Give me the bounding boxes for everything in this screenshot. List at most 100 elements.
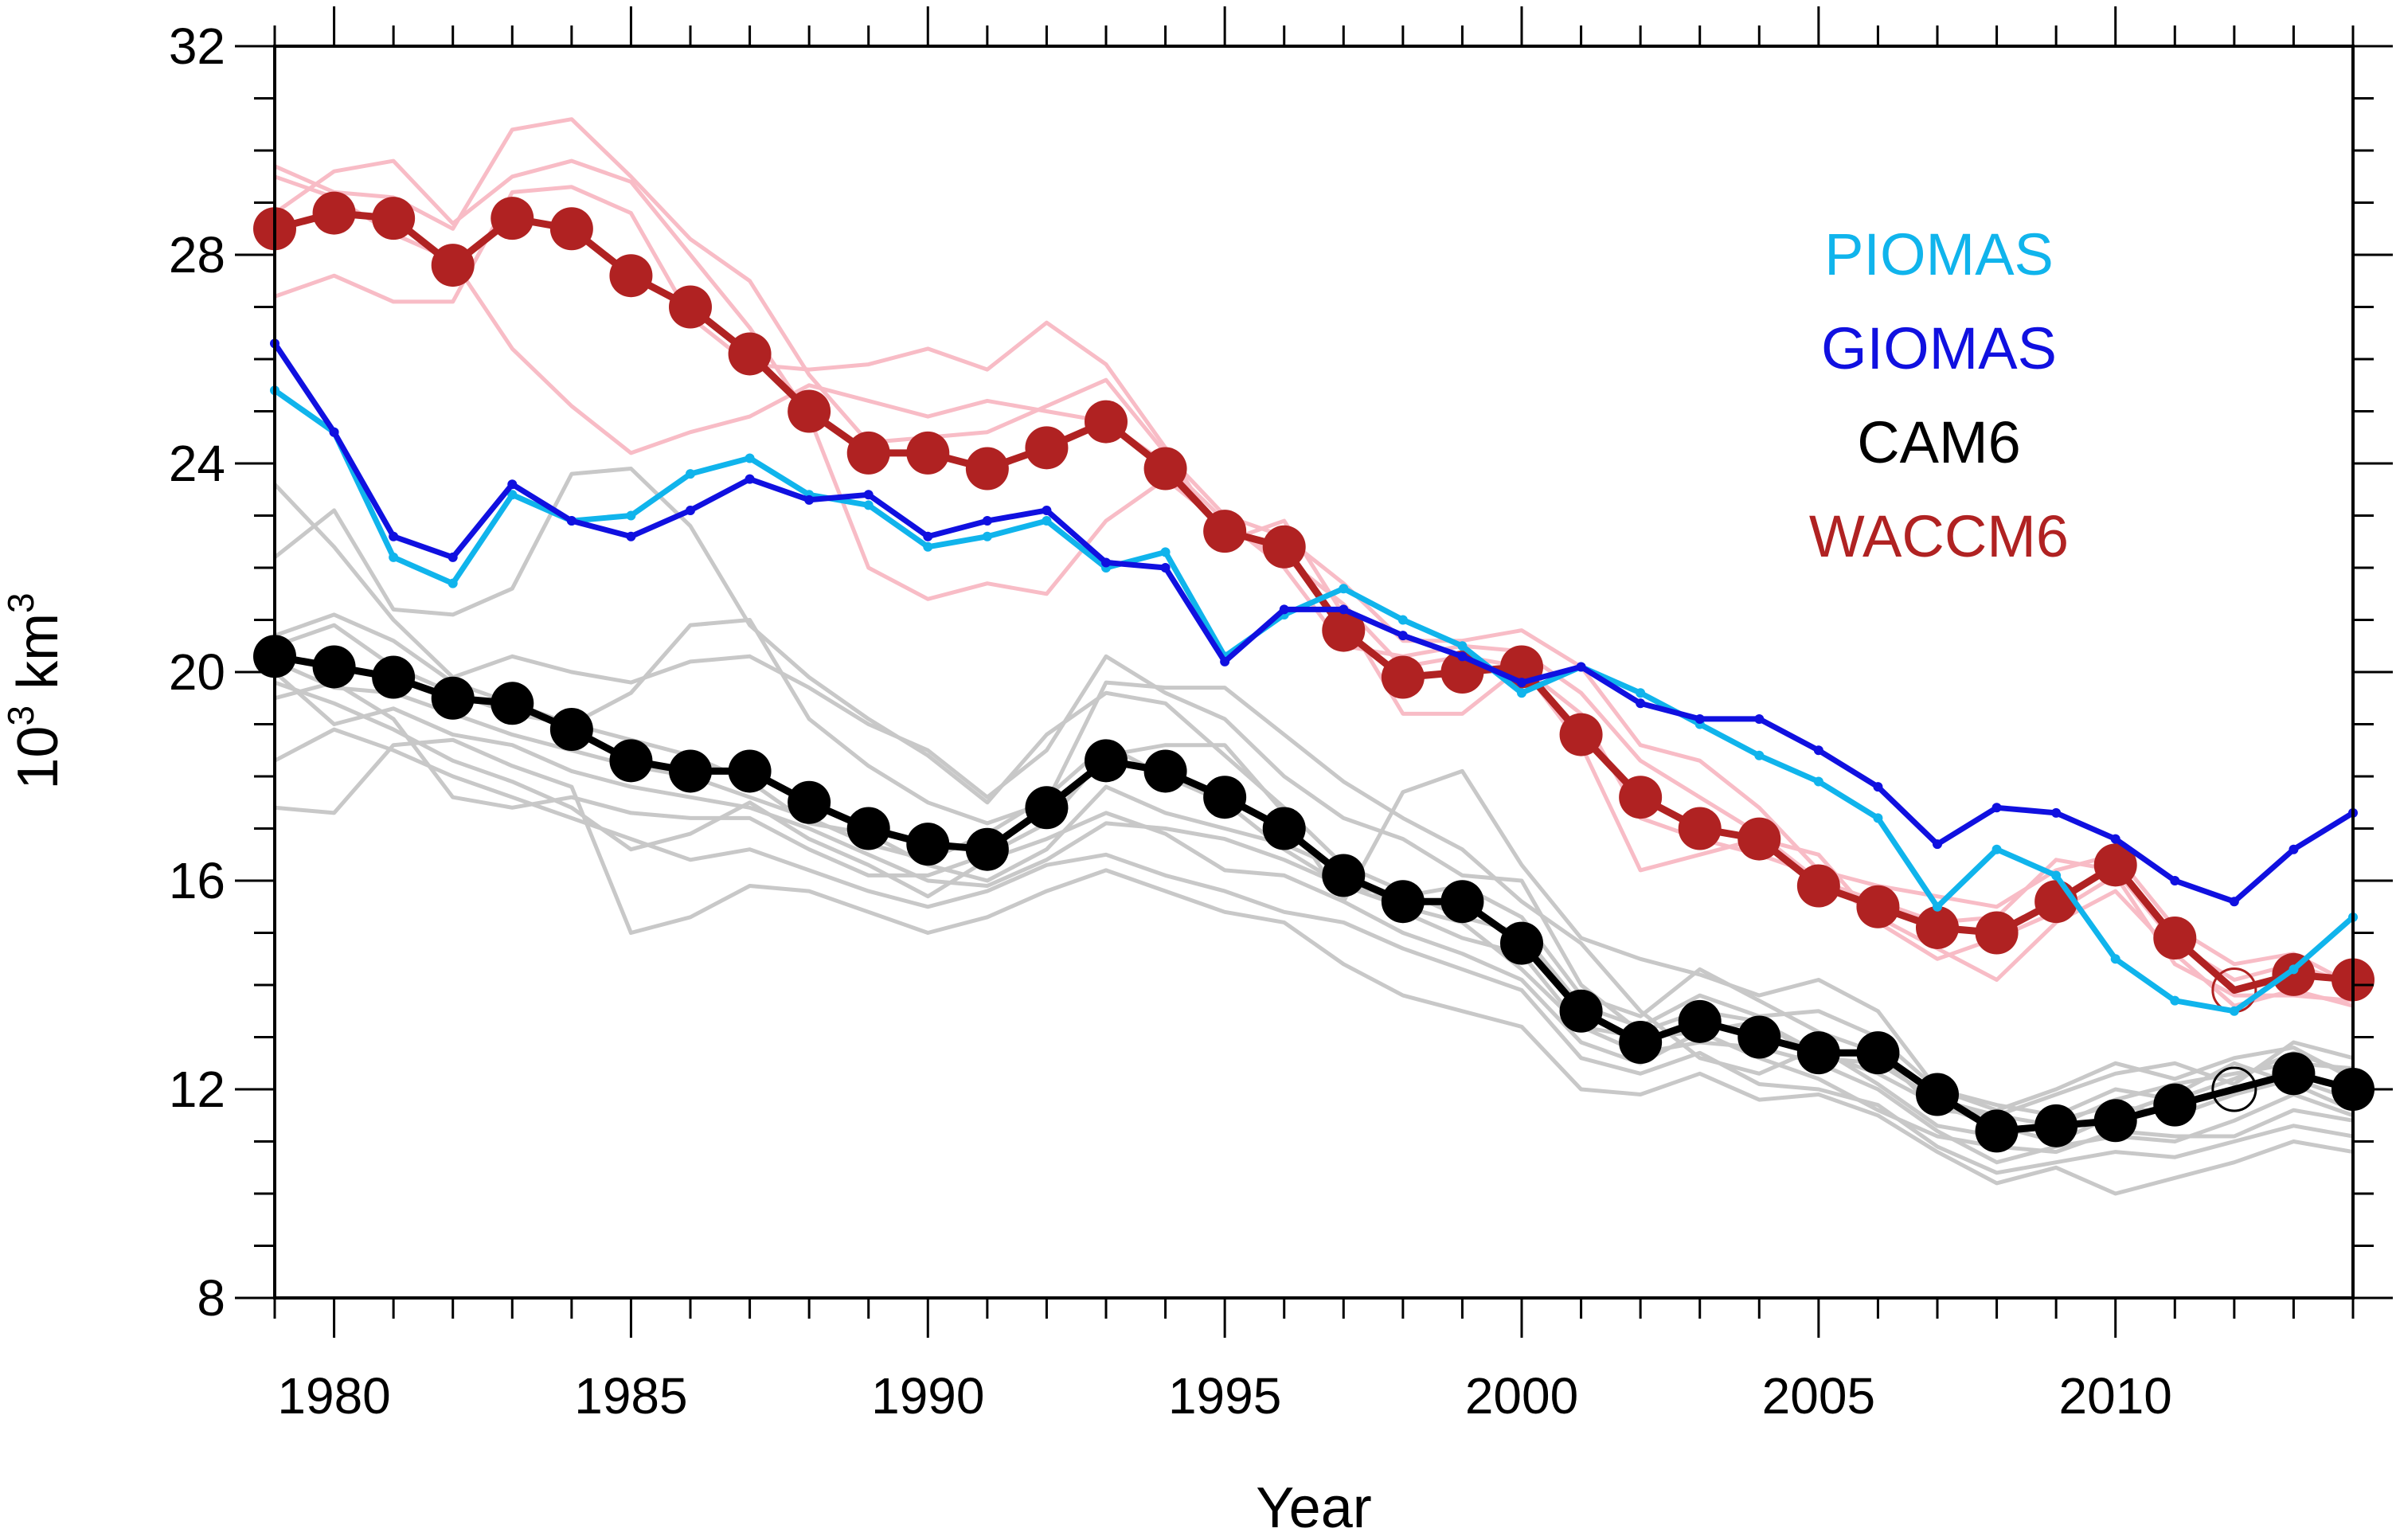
giomas-point-1986 — [686, 505, 695, 515]
cam6-member-line-6 — [273, 727, 2354, 1175]
cam6-point-1981 — [372, 655, 416, 699]
waccm6-point-2009 — [2034, 880, 2078, 924]
waccm6-point-1992 — [1025, 426, 1069, 470]
x-tick-label-1990: 1990 — [871, 1367, 984, 1425]
waccm6-point-2002 — [1619, 776, 1663, 819]
piomas-series — [270, 385, 2358, 1016]
y-axis-title: 103 km3 — [0, 592, 70, 789]
y-tick-label-16: 16 — [169, 852, 225, 909]
piomas-point-1999 — [1457, 641, 1468, 651]
cam6-point-1980 — [312, 645, 356, 689]
giomas-point-1981 — [389, 531, 399, 541]
giomas-point-2010 — [2110, 834, 2120, 844]
cam6-point-2008 — [1975, 1109, 2019, 1153]
piomas-point-2010 — [2110, 954, 2120, 964]
giomas-point-1991 — [982, 516, 992, 526]
cam6-point-1986 — [669, 749, 712, 793]
waccm6-point-1996 — [1262, 525, 1306, 569]
piomas-point-2009 — [2051, 870, 2062, 881]
x-axis-title: Year — [1256, 1476, 1371, 1540]
waccm6-point-2008 — [1975, 911, 2019, 955]
cam6-point-1989 — [846, 807, 890, 850]
giomas-point-2012 — [2229, 897, 2239, 907]
piomas-point-2006 — [1873, 813, 1883, 823]
giomas-point-2003 — [1694, 713, 1705, 724]
piomas-point-2004 — [1754, 750, 1765, 760]
piomas-point-2011 — [2170, 995, 2180, 1006]
y-axis-title-sup1: 3 — [0, 706, 41, 726]
giomas-point-1993 — [1101, 557, 1111, 568]
x-tick-label-1995: 1995 — [1168, 1367, 1281, 1425]
legend-entry-cam6: CAM6 — [1857, 409, 2021, 475]
waccm6-series — [253, 191, 2375, 1014]
waccm6-point-1980 — [312, 191, 356, 235]
giomas-point-2002 — [1636, 698, 1646, 709]
cam6-member-line-4 — [273, 670, 2354, 1165]
y-tick-label-24: 24 — [169, 435, 225, 492]
waccm6-point-2013 — [2272, 952, 2316, 996]
cam6-point-1995 — [1203, 776, 1247, 819]
waccm6-point-2010 — [2093, 843, 2137, 887]
piomas-point-1997 — [1339, 584, 1349, 594]
waccm6-point-1998 — [1381, 655, 1425, 699]
cam6-point-1991 — [965, 827, 1009, 871]
waccm6-point-1990 — [906, 431, 950, 475]
x-tick-label-1985: 1985 — [574, 1367, 687, 1425]
giomas-point-1996 — [1279, 604, 1289, 615]
x-tick-label-1980: 1980 — [277, 1367, 390, 1425]
giomas-point-2008 — [1991, 803, 2002, 813]
giomas-series — [270, 338, 2358, 907]
piomas-point-1983 — [507, 490, 518, 500]
cam6-point-1997 — [1322, 854, 1366, 897]
cam6-point-1996 — [1262, 807, 1306, 850]
x-tick-label-2010: 2010 — [2059, 1367, 2172, 1425]
piomas-line — [272, 388, 2355, 1014]
waccm6-point-1993 — [1085, 400, 1128, 444]
giomas-point-1995 — [1220, 656, 1230, 666]
waccm6-point-1997 — [1322, 608, 1366, 652]
giomas-point-1980 — [329, 427, 339, 437]
svg-text:103 km3: 103 km3 — [0, 592, 70, 789]
giomas-point-1999 — [1457, 651, 1468, 662]
cam6-point-1999 — [1440, 880, 1484, 924]
giomas-point-1990 — [923, 531, 933, 541]
piomas-point-2012 — [2229, 1006, 2239, 1016]
piomas-point-1990 — [923, 541, 933, 552]
waccm6-point-1988 — [788, 389, 831, 433]
cam6-point-1984 — [549, 708, 593, 752]
cam6-point-1985 — [609, 739, 653, 783]
waccm6-point-2003 — [1678, 807, 1722, 850]
giomas-point-1983 — [507, 479, 518, 490]
waccm6-point-2005 — [1796, 864, 1840, 908]
cam6-point-2001 — [1559, 989, 1603, 1033]
cam6-point-2002 — [1619, 1021, 1663, 1065]
legend-entry-waccm6: WACCM6 — [1809, 503, 2069, 569]
cam6-point-2003 — [1678, 999, 1722, 1043]
piomas-point-1994 — [1160, 547, 1171, 557]
piomas-point-1982 — [448, 578, 458, 588]
giomas-point-1985 — [626, 531, 636, 541]
y-tick-label-32: 32 — [169, 18, 225, 75]
piomas-point-2007 — [1933, 901, 1942, 912]
piomas-point-1992 — [1042, 516, 1052, 526]
giomas-point-2009 — [2051, 807, 2062, 818]
cam6-point-1983 — [491, 682, 534, 725]
waccm6-point-1986 — [669, 285, 712, 329]
cam6-point-1998 — [1381, 880, 1425, 924]
piomas-point-1991 — [982, 531, 992, 541]
cam6-point-2006 — [1856, 1031, 1900, 1075]
giomas-point-2013 — [2289, 844, 2299, 854]
cam6-point-1982 — [431, 676, 475, 720]
giomas-point-1997 — [1339, 604, 1349, 615]
giomas-point-2006 — [1873, 782, 1883, 792]
waccm6-point-1981 — [372, 197, 416, 240]
giomas-point-2000 — [1517, 678, 1526, 688]
giomas-point-1989 — [863, 490, 874, 500]
piomas-point-2008 — [1991, 844, 2002, 854]
cam6-point-2009 — [2034, 1104, 2078, 1147]
cam6-point-1992 — [1025, 786, 1069, 830]
giomas-point-2001 — [1576, 662, 1586, 672]
y-tick-label-12: 12 — [169, 1061, 225, 1118]
giomas-point-1982 — [448, 552, 458, 562]
